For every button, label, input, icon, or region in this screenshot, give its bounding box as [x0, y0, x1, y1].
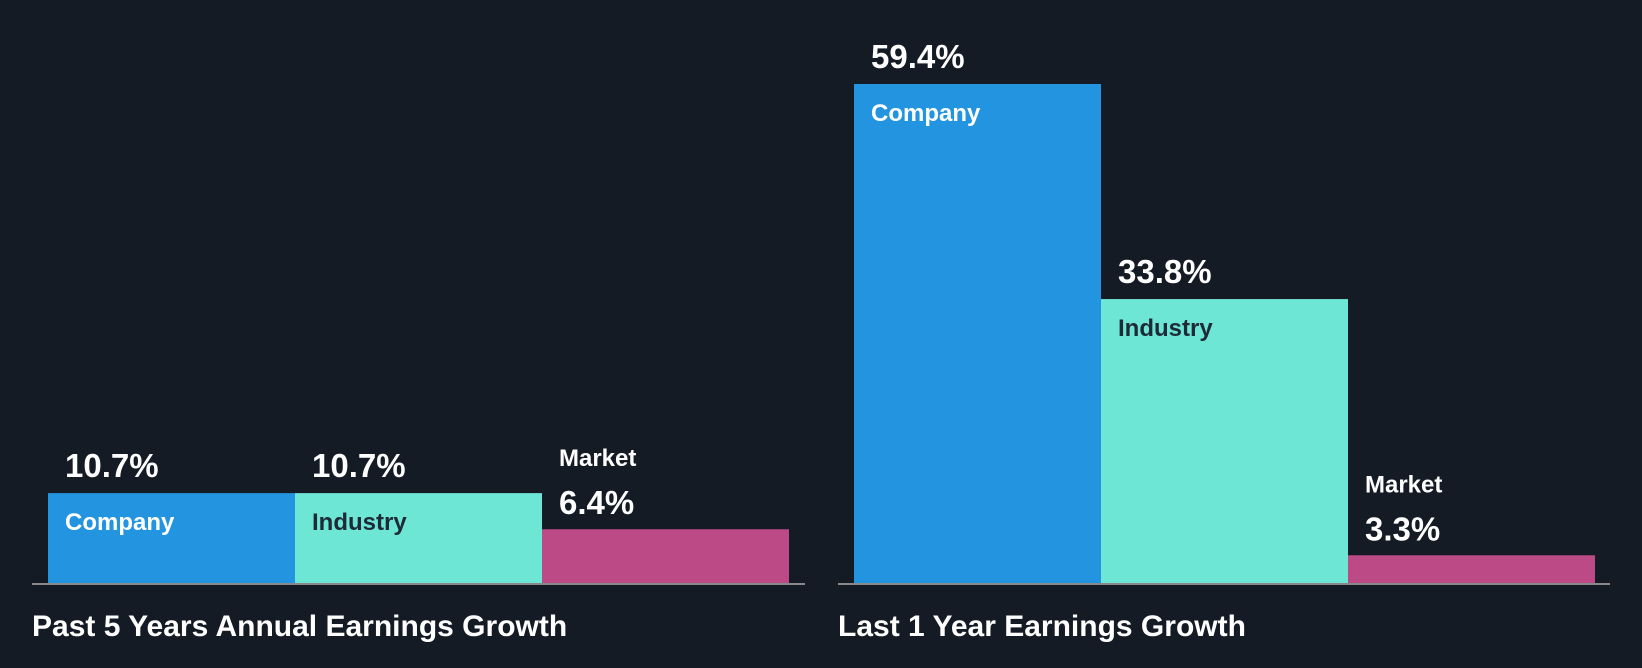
category-label-market: Market [559, 445, 636, 472]
category-label-industry: Industry [312, 509, 407, 536]
value-label-company: 59.4% [871, 38, 965, 75]
chart-title: Last 1 Year Earnings Growth [838, 610, 1246, 643]
value-label-company: 10.7% [65, 447, 159, 484]
category-label-company: Company [871, 100, 981, 127]
panel-1y: Company 59.4% Industry 33.8% Market 3.3% Last … [838, 38, 1610, 643]
value-label-industry: 10.7% [312, 447, 406, 484]
bar-company [854, 84, 1101, 583]
panel-5y: Company 10.7% Industry 10.7% Market 6.4% Past … [32, 445, 805, 643]
bar-company [48, 493, 295, 583]
value-label-market: 6.4% [559, 484, 634, 521]
chart-title: Past 5 Years Annual Earnings Growth [32, 610, 567, 643]
category-label-company: Company [65, 509, 175, 536]
category-label-industry: Industry [1118, 315, 1213, 342]
bar-industry [1101, 299, 1348, 583]
bar-market [542, 529, 789, 583]
bar-industry [295, 493, 542, 583]
bar-market [1348, 555, 1595, 583]
category-label-market: Market [1365, 471, 1442, 498]
value-label-industry: 33.8% [1118, 253, 1212, 290]
value-label-market: 3.3% [1365, 510, 1440, 547]
